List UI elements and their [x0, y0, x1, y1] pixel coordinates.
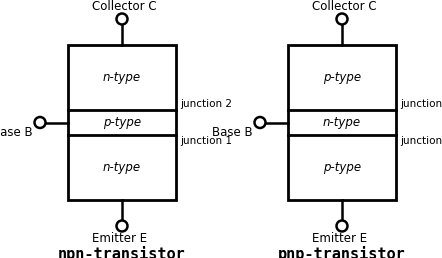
- Text: n-type: n-type: [103, 71, 141, 84]
- Circle shape: [34, 117, 46, 128]
- Text: Base B: Base B: [0, 125, 33, 139]
- Bar: [68, 45, 176, 200]
- Circle shape: [117, 221, 127, 231]
- Text: p-type: p-type: [323, 71, 361, 84]
- Text: junction 1: junction 1: [400, 136, 442, 146]
- Circle shape: [255, 117, 266, 128]
- Text: Emitter E: Emitter E: [92, 232, 147, 246]
- Bar: [288, 45, 396, 200]
- Circle shape: [336, 221, 347, 231]
- Text: n-type: n-type: [323, 116, 361, 129]
- Text: Base B: Base B: [212, 125, 252, 139]
- Text: p-type: p-type: [103, 116, 141, 129]
- Text: junction 2: junction 2: [180, 99, 232, 109]
- Text: Emitter E: Emitter E: [312, 232, 367, 246]
- Text: junction 2: junction 2: [400, 99, 442, 109]
- Text: junction 1: junction 1: [180, 136, 232, 146]
- Text: p-type: p-type: [323, 161, 361, 174]
- Circle shape: [336, 13, 347, 25]
- Text: npn-transistor: npn-transistor: [58, 246, 186, 258]
- Text: Collector C: Collector C: [312, 0, 377, 12]
- Circle shape: [117, 13, 127, 25]
- Text: pnp-transistor: pnp-transistor: [278, 246, 406, 258]
- Text: Collector C: Collector C: [92, 0, 156, 12]
- Text: n-type: n-type: [103, 161, 141, 174]
